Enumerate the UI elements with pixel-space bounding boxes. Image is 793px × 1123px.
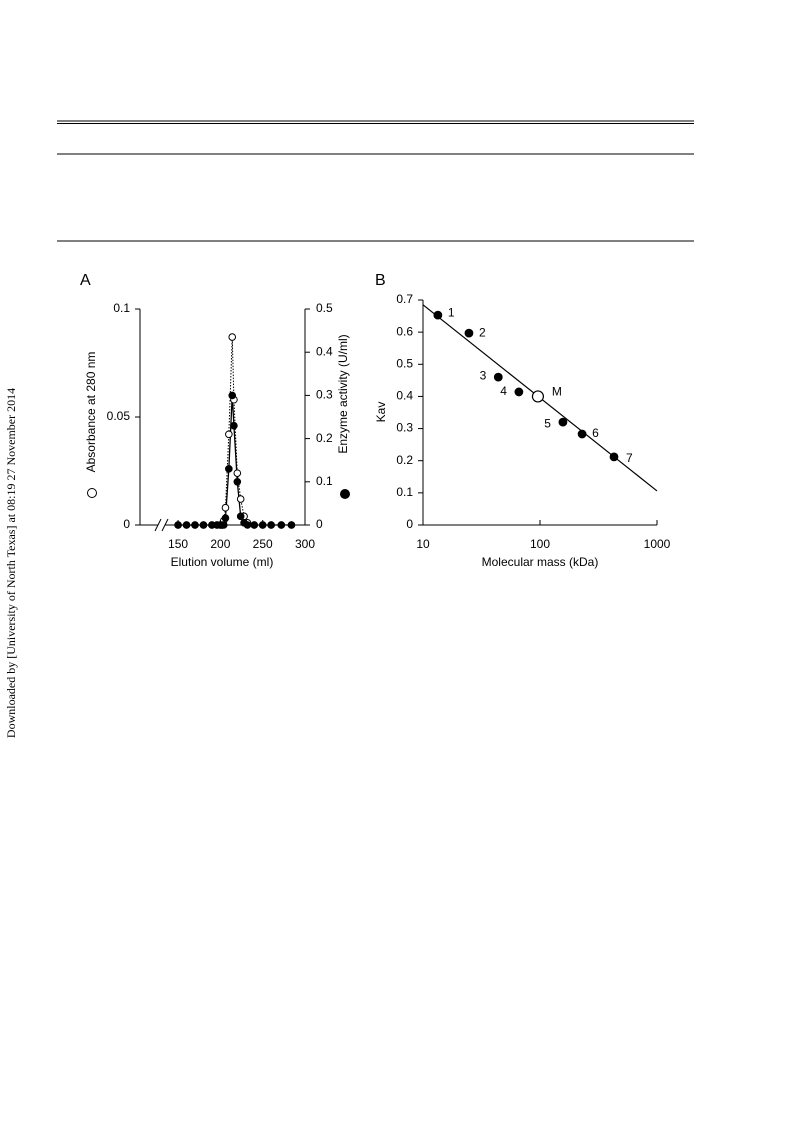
data-point <box>577 429 587 439</box>
data-point <box>225 430 233 439</box>
y-tick-label: 0.3 <box>396 421 413 435</box>
data-point <box>243 521 252 529</box>
data-point <box>228 333 237 341</box>
data-point <box>258 521 267 529</box>
x-tick-label: 150 <box>168 537 188 551</box>
x-tick-label: 300 <box>295 537 315 551</box>
data-point <box>230 421 238 430</box>
data-point <box>225 465 233 473</box>
series-line <box>178 337 292 526</box>
y-tick-label: 0.7 <box>396 292 413 306</box>
data-point <box>250 521 259 529</box>
data-point <box>493 372 503 382</box>
data-point <box>182 521 191 529</box>
y-tick-label: 0.1 <box>113 301 130 315</box>
axis-break <box>158 522 165 528</box>
x-tick-label: 200 <box>210 537 230 551</box>
data-point <box>514 387 524 397</box>
legend-symbol <box>340 489 350 499</box>
y-tick-label: 0.6 <box>396 324 413 338</box>
point-label: 7 <box>626 451 633 465</box>
y-axis-label: Kav <box>374 402 388 423</box>
y2-tick-label: 0.5 <box>316 301 333 315</box>
x-axis-label: Molecular mass (kDa) <box>482 555 599 569</box>
point-label: 1 <box>448 305 455 319</box>
data-point <box>433 310 443 320</box>
point-label: 2 <box>479 325 486 339</box>
data-point <box>174 521 182 529</box>
x-tick-label: 10 <box>416 537 430 551</box>
y2-tick-label: 0 <box>316 517 323 531</box>
x-tick-label: 250 <box>253 537 273 551</box>
data-point <box>191 521 199 529</box>
y-tick-label: 0 <box>406 517 413 531</box>
axis-break <box>154 518 162 532</box>
data-point <box>609 452 619 462</box>
panel-letter: A <box>80 272 91 289</box>
legend-symbol <box>87 488 97 498</box>
point-label: M <box>552 385 562 399</box>
data-point <box>233 469 242 477</box>
download-note: Downloaded by [University of North Texas… <box>4 388 18 738</box>
point-label: 5 <box>544 416 551 430</box>
y2-axis-label: Enzyme activity (U/ml) <box>336 334 350 453</box>
data-point <box>221 514 230 522</box>
y-axis-label: Absorbance at 280 nm <box>84 352 98 473</box>
y-tick-label: 0.4 <box>396 389 413 403</box>
data-point <box>287 521 296 529</box>
data-point <box>221 503 230 512</box>
y2-tick-label: 0.1 <box>316 474 333 488</box>
y-tick-label: 0.1 <box>396 485 413 499</box>
y-tick-label: 0.2 <box>396 453 413 467</box>
x-tick-label: 100 <box>530 537 550 551</box>
data-point <box>267 521 275 529</box>
data-point <box>531 390 545 403</box>
data-point <box>236 495 245 503</box>
panel-letter: B <box>375 272 386 289</box>
data-point <box>236 512 245 521</box>
point-label: 3 <box>480 368 487 382</box>
y-tick-label: 0.5 <box>396 356 413 370</box>
point-label: 4 <box>500 384 507 398</box>
x-axis-label: Elution volume (ml) <box>171 555 274 569</box>
data-point <box>228 391 237 400</box>
x-tick-label: 1000 <box>644 537 671 551</box>
data-point <box>558 417 568 427</box>
data-point <box>464 328 474 338</box>
y2-tick-label: 0.3 <box>316 388 333 402</box>
data-point <box>277 521 286 529</box>
y2-tick-label: 0.4 <box>316 344 333 358</box>
y-tick-label: 0 <box>123 517 130 531</box>
data-point <box>233 478 242 486</box>
axis-break <box>161 518 169 532</box>
data-point <box>199 521 208 529</box>
y-tick-label: 0.05 <box>107 409 131 423</box>
y2-tick-label: 0.2 <box>316 431 333 445</box>
point-label: 6 <box>592 426 599 440</box>
data-point <box>219 521 228 529</box>
